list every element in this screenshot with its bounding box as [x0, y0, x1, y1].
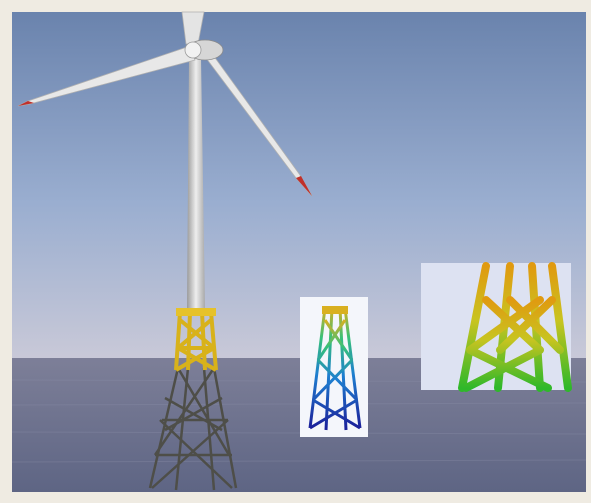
transition-piece [176, 308, 216, 316]
hub [184, 41, 202, 59]
jacket-upper [174, 311, 218, 372]
blade-tip [18, 101, 34, 106]
photo [11, 11, 587, 492]
tower [187, 58, 205, 308]
inset-top [322, 306, 348, 314]
jacket-lower [148, 367, 238, 491]
fea-inset-small [300, 297, 368, 437]
rotor [17, 11, 313, 197]
blade-tip [296, 176, 312, 196]
fea-inset-large [421, 262, 572, 392]
